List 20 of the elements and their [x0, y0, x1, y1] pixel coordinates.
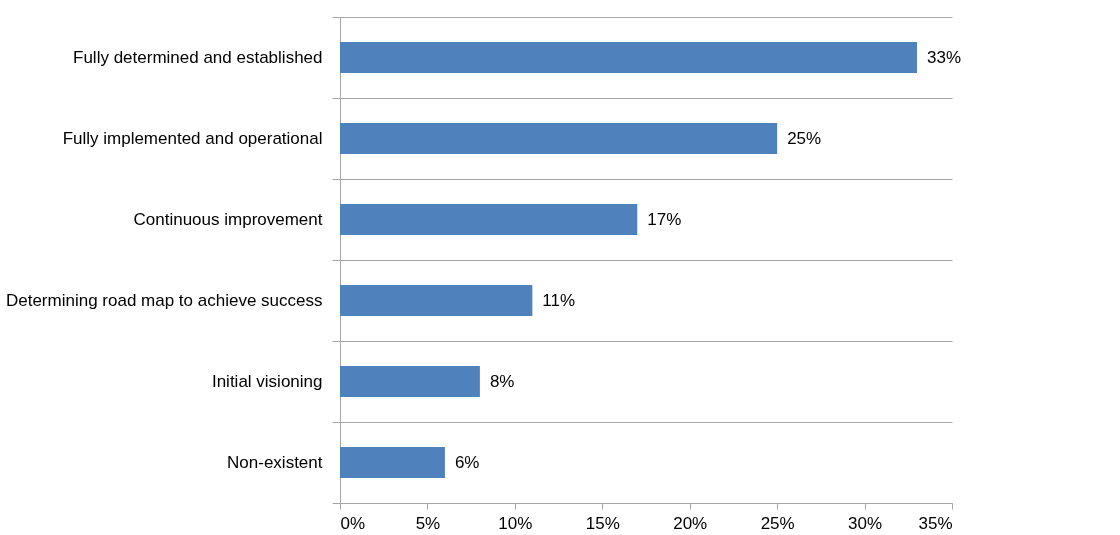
y-tick-label: Continuous improvement	[133, 210, 323, 229]
data-label: 6%	[454, 452, 480, 472]
x-tick-label: 5%	[415, 513, 441, 533]
y-tick-label: Non-existent	[227, 453, 323, 472]
y-tick-label: Initial visioning	[211, 372, 323, 391]
x-tick-label: 35%	[918, 513, 953, 533]
y-tick-label: Determining road map to achieve success	[5, 291, 323, 310]
data-label: 33%	[927, 47, 962, 67]
x-tick-label: 25%	[760, 513, 795, 533]
data-label: 8%	[489, 371, 515, 391]
x-tick-label: 0%	[340, 513, 366, 533]
data-label: 25%	[787, 128, 822, 148]
y-tick-label: Fully determined and established	[73, 48, 323, 67]
data-label: 17%	[647, 209, 682, 229]
x-tick-label: 15%	[585, 513, 620, 533]
data-label: 11%	[542, 290, 576, 310]
x-tick-label: 30%	[848, 513, 883, 533]
y-tick-label: Fully implemented and operational	[62, 129, 323, 148]
x-tick-label: 20%	[673, 513, 708, 533]
x-tick-label: 10%	[498, 513, 533, 533]
